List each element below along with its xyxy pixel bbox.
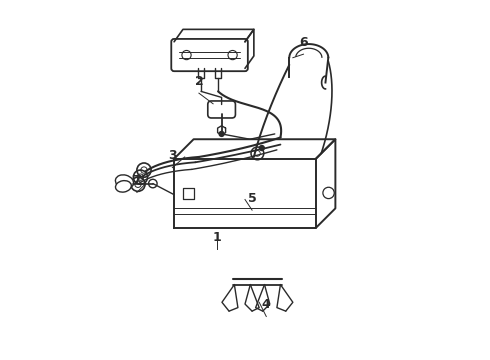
Circle shape — [259, 145, 264, 150]
Ellipse shape — [116, 181, 131, 192]
Ellipse shape — [116, 175, 134, 189]
Text: 2: 2 — [195, 75, 203, 88]
Text: 6: 6 — [299, 36, 308, 49]
Text: 5: 5 — [248, 192, 256, 205]
FancyBboxPatch shape — [172, 39, 248, 71]
Text: 7: 7 — [132, 174, 141, 187]
Text: 1: 1 — [212, 231, 221, 244]
FancyBboxPatch shape — [208, 101, 235, 118]
Circle shape — [219, 131, 224, 136]
Text: 3: 3 — [168, 149, 177, 162]
Text: 4: 4 — [262, 298, 270, 311]
